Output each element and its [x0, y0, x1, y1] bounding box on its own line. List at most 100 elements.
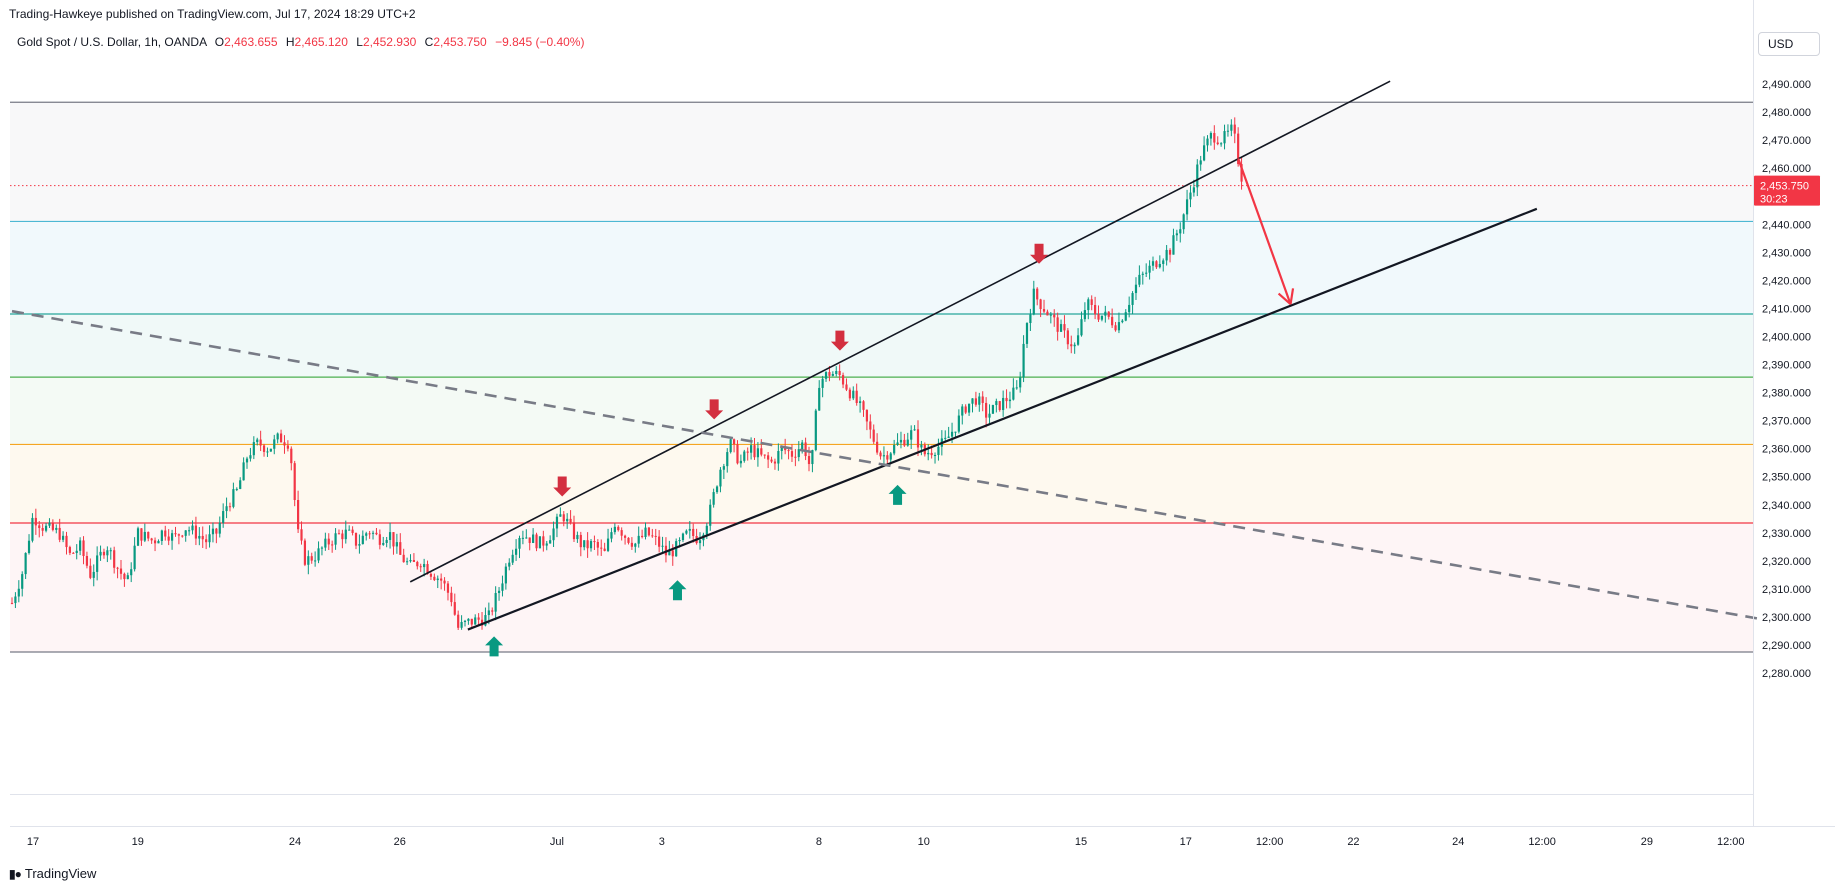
- candle: [920, 444, 923, 448]
- candle: [433, 576, 436, 581]
- projection-arrow[interactable]: [1237, 157, 1292, 305]
- candle: [627, 537, 630, 543]
- candle: [835, 370, 838, 374]
- candle: [545, 543, 548, 546]
- price-tick-label: 2,480.000: [1762, 107, 1811, 119]
- time-tick-label: 17: [27, 836, 39, 848]
- candle: [44, 525, 48, 531]
- tradingview-footer[interactable]: ▮● TradingView: [9, 866, 96, 881]
- candle: [596, 542, 599, 548]
- candle: [310, 556, 313, 561]
- candle: [617, 526, 620, 531]
- candle: [1134, 284, 1138, 294]
- candle: [709, 504, 712, 526]
- candle: [504, 566, 507, 584]
- candle: [750, 445, 753, 453]
- candle: [872, 429, 875, 442]
- candle: [767, 455, 770, 460]
- candle: [1226, 130, 1230, 132]
- candle: [239, 480, 242, 489]
- candle: [988, 413, 991, 418]
- price-zone: [10, 221, 1753, 315]
- candle: [811, 450, 814, 465]
- candle: [58, 527, 61, 540]
- time-tick-label: 3: [659, 836, 665, 848]
- candle: [242, 462, 245, 481]
- candle: [692, 528, 695, 537]
- candle: [896, 442, 899, 445]
- time-tick-label: 29: [1641, 836, 1653, 848]
- candle: [566, 518, 569, 522]
- candle: [623, 535, 627, 538]
- candle: [937, 446, 940, 455]
- candle: [1083, 310, 1086, 320]
- candle: [1233, 124, 1236, 134]
- candle: [75, 550, 78, 553]
- candle: [365, 533, 368, 536]
- price-zone: [10, 377, 1753, 445]
- candle: [967, 403, 971, 413]
- candle: [995, 401, 998, 406]
- candle: [950, 431, 954, 437]
- projection-arrow-head: [1289, 288, 1295, 305]
- candle: [715, 486, 719, 493]
- candle: [899, 439, 903, 443]
- candle: [31, 517, 34, 541]
- candle: [1080, 319, 1083, 336]
- candle: [978, 396, 981, 405]
- time-tick-label: 15: [1075, 836, 1087, 848]
- candle: [116, 567, 119, 569]
- candle: [712, 492, 715, 505]
- symbol-name[interactable]: Gold Spot / U.S. Dollar, 1h, OANDA: [17, 35, 207, 49]
- candle: [753, 445, 756, 458]
- channel-trendline[interactable]: [409, 80, 1391, 583]
- price-zone: [10, 444, 1753, 523]
- candle: [314, 560, 317, 562]
- candle: [1220, 143, 1223, 145]
- price-tick-label: 2,380.000: [1762, 388, 1811, 400]
- candle: [855, 390, 858, 403]
- candle: [732, 439, 736, 445]
- candle: [1179, 229, 1182, 234]
- candle: [92, 571, 95, 578]
- candle: [647, 527, 651, 536]
- candle: [933, 454, 937, 456]
- candle: [603, 548, 606, 551]
- candle: [1117, 322, 1121, 331]
- high-value: 2,465.120: [294, 35, 348, 49]
- candle: [681, 533, 685, 541]
- candle: [249, 455, 252, 459]
- change-value: −9.845 (−0.40%): [495, 35, 585, 49]
- candle: [361, 535, 364, 545]
- candle: [562, 514, 565, 522]
- candle: [198, 535, 201, 539]
- candle: [961, 406, 964, 416]
- candle: [555, 516, 559, 529]
- candle: [245, 458, 249, 463]
- candle: [688, 528, 691, 531]
- candle: [1155, 261, 1158, 268]
- candle: [392, 532, 395, 547]
- candle: [600, 547, 603, 549]
- candle: [153, 540, 157, 544]
- candle: [913, 429, 916, 431]
- channel-trendline[interactable]: [467, 207, 1538, 631]
- candle: [10, 602, 14, 604]
- candle: [1172, 235, 1175, 255]
- candle: [429, 573, 433, 577]
- candle: [525, 537, 528, 539]
- candle: [436, 578, 439, 581]
- candle: [1209, 133, 1213, 139]
- candle: [297, 499, 300, 530]
- price-tick-label: 2,430.000: [1762, 247, 1811, 259]
- candle: [559, 514, 562, 517]
- candle: [644, 527, 647, 537]
- candle: [283, 442, 286, 446]
- dashed-trendline[interactable]: [11, 309, 1758, 620]
- candle: [474, 617, 477, 625]
- currency-selector[interactable]: USD: [1758, 32, 1820, 56]
- candle: [1094, 304, 1097, 315]
- candle: [354, 532, 358, 546]
- candle: [484, 615, 487, 626]
